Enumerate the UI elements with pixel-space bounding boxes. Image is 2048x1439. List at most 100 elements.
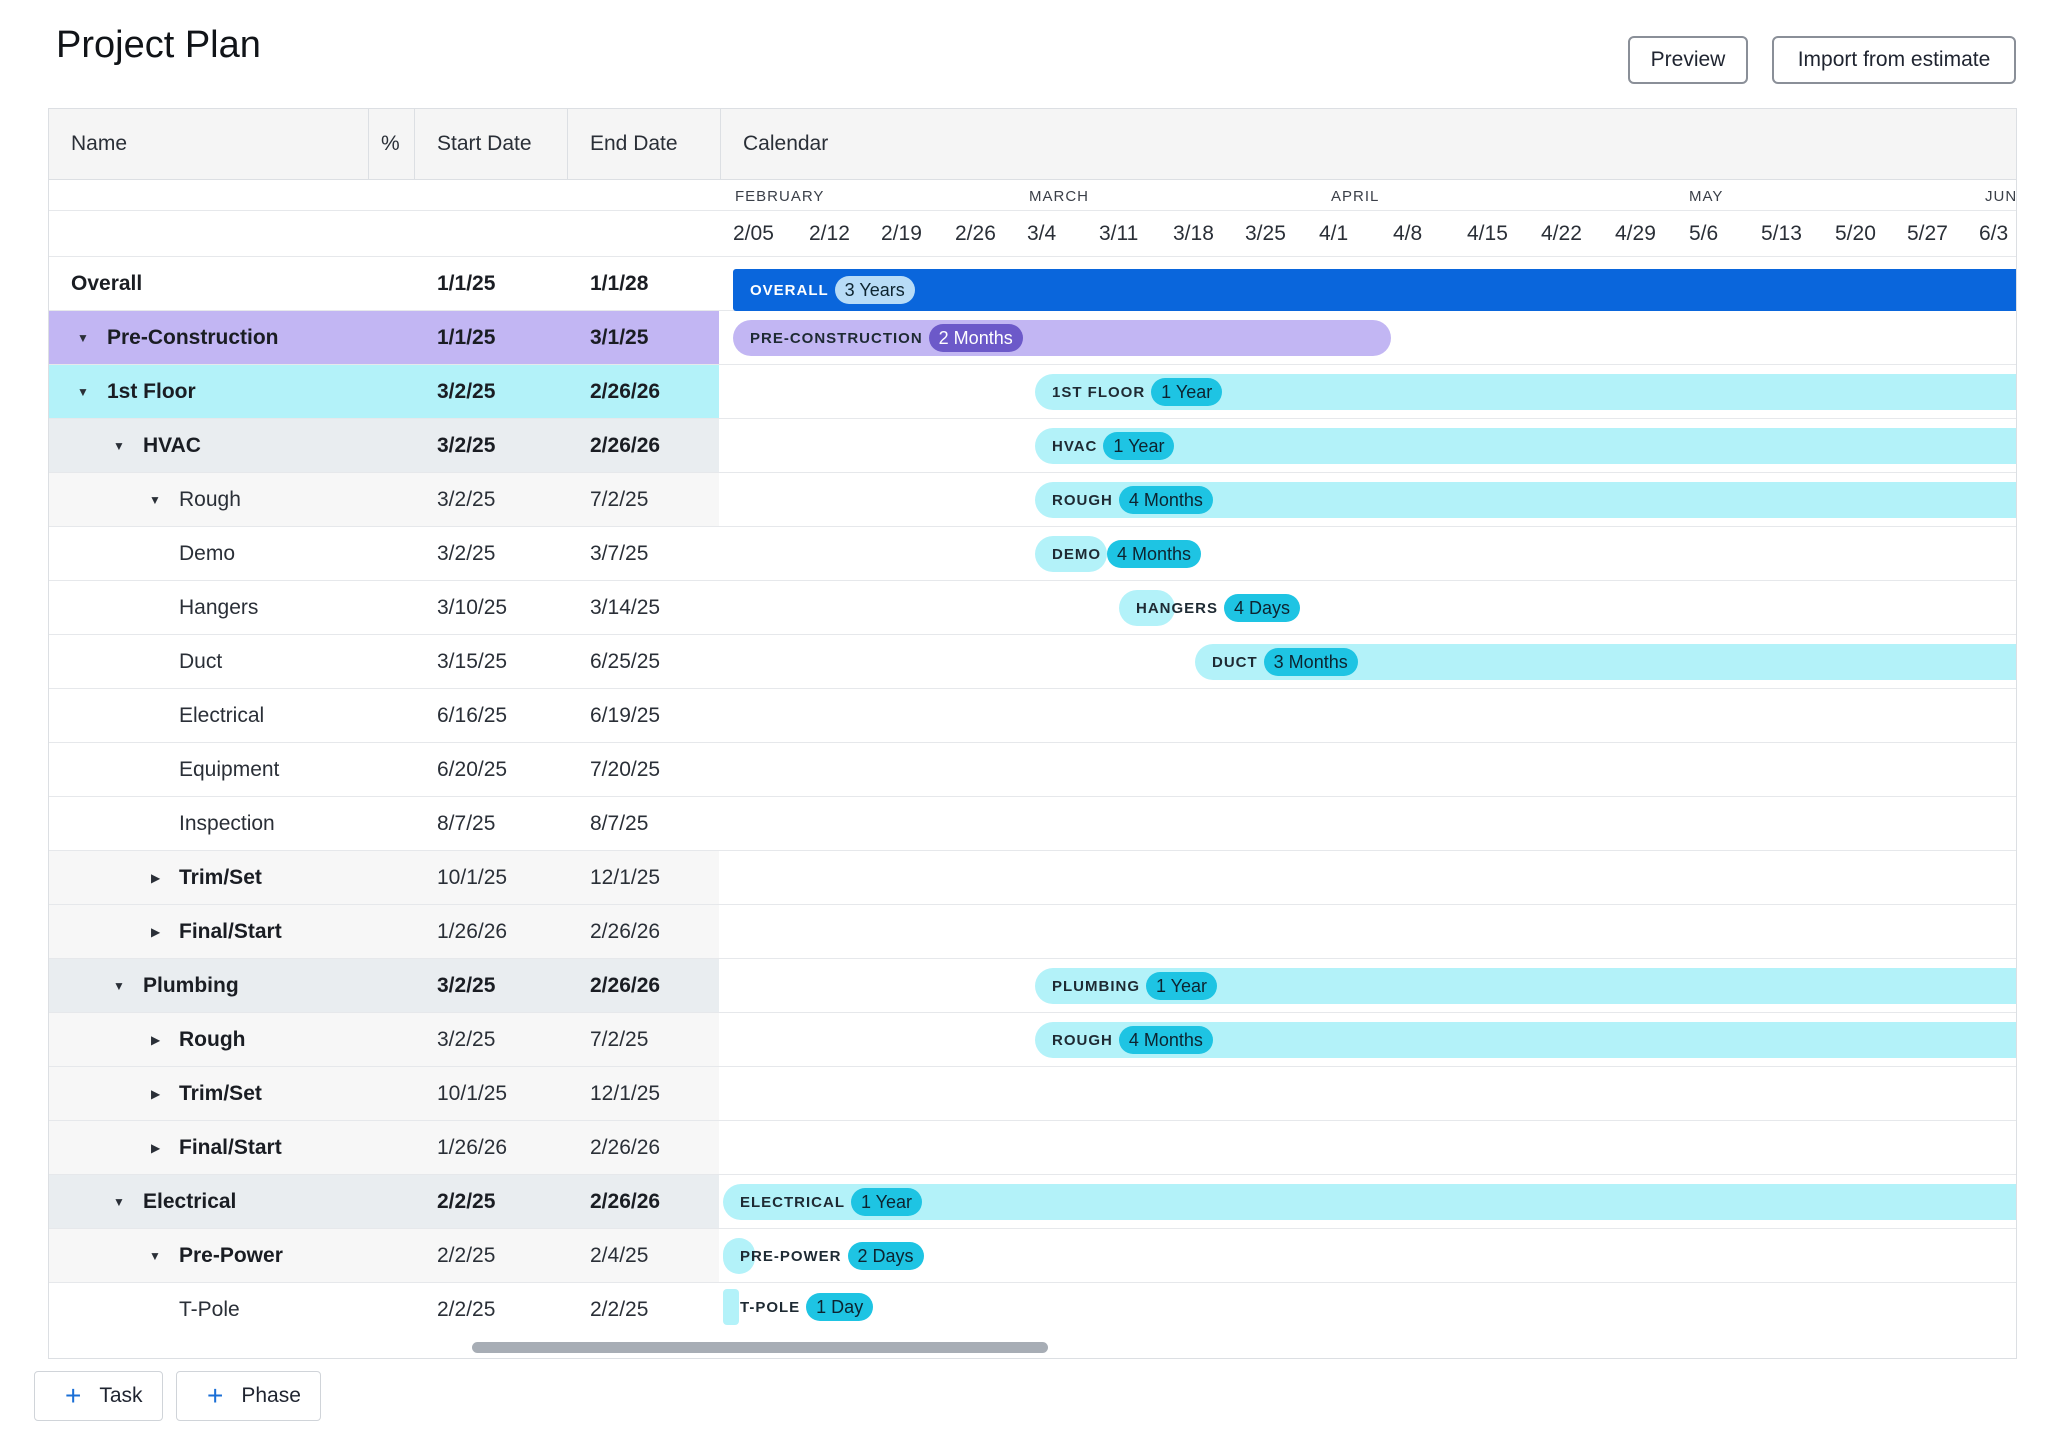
week-label: 3/4 — [1027, 222, 1057, 245]
plus-icon: + — [65, 1380, 82, 1411]
column-header-name[interactable]: Name — [49, 109, 369, 180]
row-start-date: 3/2/25 — [437, 379, 496, 403]
row-1st-floor[interactable]: ▼ 1st Floor 3/2/25 2/26/26 1ST FLOOR 1 Y… — [49, 365, 2016, 419]
collapse-caret-icon[interactable]: ▼ — [113, 438, 125, 453]
row-hvac-rough[interactable]: ▼ Rough 3/2/25 7/2/25 ROUGH 4 Months — [49, 473, 2016, 527]
gantt-bar-demo[interactable]: DEMO 4 Months — [1035, 536, 1202, 572]
gantt-bar-hvac[interactable]: HVAC 1 Year — [1035, 428, 2016, 464]
row-name: Demo — [179, 541, 236, 565]
row-end-date: 3/1/25 — [590, 325, 649, 349]
bar-duration: 1 Day — [806, 1293, 874, 1321]
plus-icon: + — [207, 1380, 224, 1411]
gantt-bar-duct[interactable]: DUCT 3 Months — [1195, 644, 2016, 680]
collapse-caret-icon[interactable]: ▼ — [149, 1248, 161, 1263]
column-header-start-label: Start Date — [437, 132, 532, 155]
row-name: Final/Start — [179, 919, 282, 943]
column-header-percent-label: % — [381, 132, 400, 155]
collapse-caret-icon[interactable]: ▼ — [149, 492, 161, 507]
column-header-start[interactable]: Start Date — [415, 109, 568, 180]
gantt-bar-rough[interactable]: ROUGH 4 Months — [1035, 482, 2016, 518]
expand-caret-icon[interactable]: ▶ — [151, 924, 161, 939]
row-name: Rough — [179, 487, 241, 511]
week-label: 4/15 — [1467, 222, 1508, 245]
collapse-caret-icon[interactable]: ▼ — [113, 1194, 125, 1209]
row-start-date: 1/1/25 — [437, 325, 496, 349]
row-tint — [49, 905, 719, 958]
row-demo[interactable]: Demo 3/2/25 3/7/25 DEMO 4 Months — [49, 527, 2016, 581]
bar-label: ELECTRICAL — [740, 1193, 845, 1211]
row-plumbing-trim-set[interactable]: ▶ Trim/Set 10/1/25 12/1/25 — [49, 1067, 2016, 1121]
column-header-calendar: Calendar — [721, 109, 2016, 180]
row-name: Pre-Construction — [107, 325, 279, 349]
bar-duration: 3 Months — [1263, 648, 1358, 676]
gantt-bar-plumbing[interactable]: PLUMBING 1 Year — [1035, 968, 2016, 1004]
row-end-date: 6/19/25 — [590, 703, 661, 727]
bar-label: ROUGH — [1052, 491, 1113, 509]
collapse-caret-icon[interactable]: ▼ — [77, 384, 89, 399]
bar-duration: 4 Months — [1118, 1026, 1213, 1054]
row-hvac-final-start[interactable]: ▶ Final/Start 1/26/26 2/26/26 — [49, 905, 2016, 959]
horizontal-scrollbar[interactable] — [472, 1342, 1048, 1353]
add-task-button[interactable]: + Task — [34, 1371, 163, 1421]
month-label: APRIL — [1331, 188, 1380, 205]
row-start-date: 3/2/25 — [437, 541, 496, 565]
row-hvac-trim-set[interactable]: ▶ Trim/Set 10/1/25 12/1/25 — [49, 851, 2016, 905]
gantt-bar-1st-floor[interactable]: 1ST FLOOR 1 Year — [1035, 374, 2016, 410]
row-inspection[interactable]: Inspection 8/7/25 8/7/25 — [49, 797, 2016, 851]
row-tint — [49, 851, 719, 904]
row-plumbing-rough[interactable]: ▶ Rough 3/2/25 7/2/25 ROUGH 4 Months — [49, 1013, 2016, 1067]
column-header-end[interactable]: End Date — [568, 109, 721, 180]
expand-caret-icon[interactable]: ▶ — [151, 1140, 161, 1155]
row-start-date: 6/16/25 — [437, 703, 508, 727]
week-label: 3/18 — [1173, 222, 1214, 245]
row-end-date: 2/2/25 — [590, 1298, 649, 1321]
collapse-caret-icon[interactable]: ▼ — [77, 330, 89, 345]
row-end-date: 7/20/25 — [590, 757, 661, 781]
gantt-bar-pre-power[interactable]: PRE-POWER 2 Days — [723, 1238, 924, 1274]
row-plumbing[interactable]: ▼ Plumbing 3/2/25 2/26/26 PLUMBING 1 Yea… — [49, 959, 2016, 1013]
bar-label: OVERALL — [750, 281, 829, 299]
row-t-pole[interactable]: T-Pole 2/2/25 2/2/25 T-POLE 1 Day — [49, 1283, 2016, 1337]
bar-duration: 1 Year — [1103, 432, 1175, 460]
row-pre-construction[interactable]: ▼ Pre-Construction 1/1/25 3/1/25 PRE-CON… — [49, 311, 2016, 365]
row-start-date: 2/2/25 — [437, 1189, 496, 1213]
add-phase-button[interactable]: + Phase — [176, 1371, 321, 1421]
row-pre-power[interactable]: ▼ Pre-Power 2/2/25 2/4/25 PRE-POWER 2 Da… — [49, 1229, 2016, 1283]
row-start-date: 1/26/26 — [437, 919, 508, 943]
row-electrical-task[interactable]: Electrical 6/16/25 6/19/25 — [49, 689, 2016, 743]
row-end-date: 12/1/25 — [590, 865, 661, 889]
gantt-bar-rough[interactable]: ROUGH 4 Months — [1035, 1022, 2016, 1058]
row-name: HVAC — [143, 433, 201, 457]
expand-caret-icon[interactable]: ▶ — [151, 1086, 161, 1101]
expand-caret-icon[interactable]: ▶ — [151, 870, 161, 885]
column-header-end-label: End Date — [590, 132, 678, 155]
row-start-date: 3/10/25 — [437, 595, 508, 619]
bar-duration: 4 Months — [1118, 486, 1213, 514]
row-name: Trim/Set — [179, 1081, 262, 1105]
column-header-percent[interactable]: % — [369, 109, 415, 180]
import-from-estimate-button[interactable]: Import from estimate — [1772, 36, 2016, 84]
expand-caret-icon[interactable]: ▶ — [151, 1032, 161, 1047]
gantt-bar-t-pole[interactable]: T-POLE 1 Day — [723, 1289, 874, 1325]
row-plumbing-final-start[interactable]: ▶ Final/Start 1/26/26 2/26/26 — [49, 1121, 2016, 1175]
month-label: MAY — [1689, 188, 1724, 205]
gantt-bar-electrical[interactable]: ELECTRICAL 1 Year — [723, 1184, 2016, 1220]
preview-button[interactable]: Preview — [1628, 36, 1748, 84]
row-tint — [49, 1067, 719, 1120]
gantt-bar-pre-construction[interactable]: PRE-CONSTRUCTION 2 Months — [733, 320, 1391, 356]
row-overall[interactable]: Overall 1/1/25 1/1/28 OVERALL 3 Years — [49, 257, 2016, 311]
row-hvac[interactable]: ▼ HVAC 3/2/25 2/26/26 HVAC 1 Year — [49, 419, 2016, 473]
row-duct[interactable]: Duct 3/15/25 6/25/25 DUCT 3 Months — [49, 635, 2016, 689]
bar-label: PRE-POWER — [740, 1247, 842, 1265]
row-hangers[interactable]: Hangers 3/10/25 3/14/25 HANGERS 4 Days — [49, 581, 2016, 635]
collapse-caret-icon[interactable]: ▼ — [113, 978, 125, 993]
row-tint — [49, 419, 719, 472]
month-label: FEBRUARY — [735, 188, 825, 205]
row-electrical[interactable]: ▼ Electrical 2/2/25 2/26/26 ELECTRICAL 1… — [49, 1175, 2016, 1229]
month-label: MARCH — [1029, 188, 1089, 205]
row-end-date: 7/2/25 — [590, 487, 649, 511]
column-header-calendar-label: Calendar — [743, 132, 829, 155]
gantt-bar-hangers[interactable]: HANGERS 4 Days — [1119, 590, 1301, 626]
row-equipment[interactable]: Equipment 6/20/25 7/20/25 — [49, 743, 2016, 797]
gantt-bar-overall[interactable]: OVERALL 3 Years — [733, 269, 2016, 311]
